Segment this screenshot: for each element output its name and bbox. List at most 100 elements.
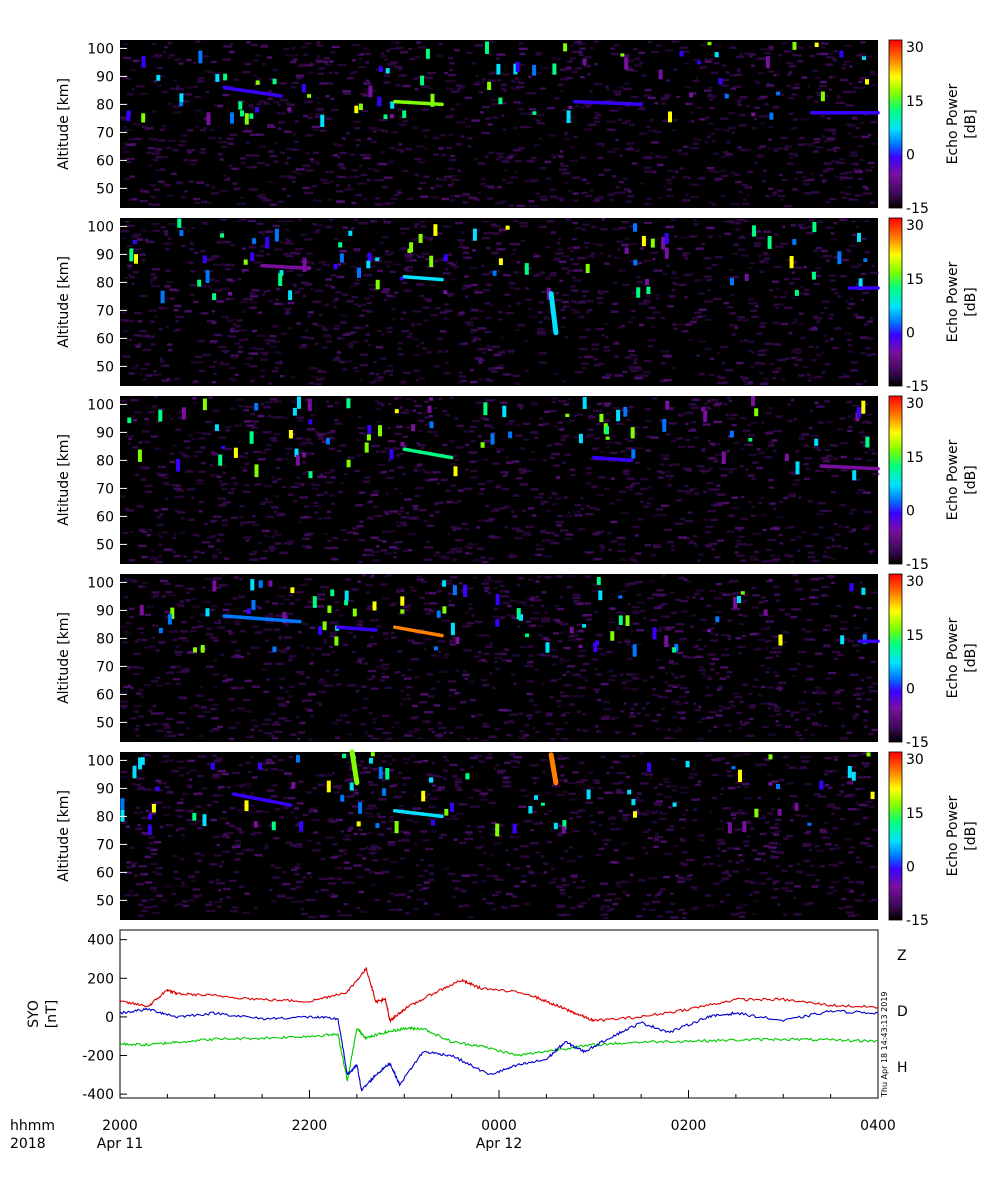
echo-noise <box>419 596 425 600</box>
echo-noise <box>400 380 407 383</box>
echo-noise <box>175 645 180 648</box>
echo-noise <box>598 362 606 365</box>
echo-spot <box>141 113 146 123</box>
echo-noise <box>134 473 140 477</box>
echo-noise <box>481 658 486 662</box>
echo-noise <box>864 187 869 191</box>
echo-noise <box>509 86 515 89</box>
echo-noise <box>837 295 842 298</box>
echo-noise <box>434 260 438 263</box>
echo-noise <box>784 291 788 294</box>
echo-noise <box>260 351 269 354</box>
echo-noise <box>492 686 496 690</box>
echo-noise <box>735 55 744 59</box>
echo-noise <box>422 236 432 240</box>
echo-noise <box>598 476 606 479</box>
echo-noise <box>613 191 617 194</box>
echo-noise <box>690 421 697 424</box>
echo-noise <box>144 238 149 242</box>
echo-noise <box>376 450 380 454</box>
echo-noise <box>769 502 777 505</box>
echo-noise <box>257 414 265 418</box>
echo-noise <box>411 322 416 326</box>
echo-noise <box>740 114 747 117</box>
echo-noise <box>678 283 687 287</box>
echo-noise <box>148 203 153 206</box>
echo-noise <box>196 694 204 697</box>
echo-noise <box>754 80 759 83</box>
echo-noise <box>199 613 208 616</box>
echo-noise <box>846 350 854 353</box>
echo-noise <box>311 660 315 664</box>
echo-noise <box>830 129 837 133</box>
echo-noise <box>285 54 294 57</box>
echo-noise <box>179 451 184 455</box>
echo-noise <box>700 175 704 178</box>
echo-noise <box>671 611 678 614</box>
echo-noise <box>845 176 852 180</box>
echo-noise <box>138 585 143 588</box>
echo-noise <box>811 602 820 606</box>
echo-noise <box>376 539 382 542</box>
echo-noise <box>239 524 244 527</box>
echo-noise <box>529 315 538 319</box>
echo-noise <box>238 397 243 401</box>
echo-noise <box>542 422 550 426</box>
echo-noise <box>727 311 736 315</box>
echo-noise <box>269 437 277 440</box>
echo-noise <box>424 720 431 723</box>
echo-noise <box>256 102 262 106</box>
echo-noise <box>805 544 814 548</box>
echo-noise <box>314 115 324 119</box>
echo-noise <box>731 496 738 499</box>
echo-noise <box>586 299 594 303</box>
echo-noise <box>312 300 321 303</box>
echo-noise <box>587 309 593 312</box>
echo-noise <box>624 679 634 683</box>
echo-noise <box>753 161 758 165</box>
echo-noise <box>176 511 186 514</box>
echo-noise <box>310 288 314 291</box>
echo-noise <box>186 559 193 562</box>
echo-noise <box>647 96 656 100</box>
echo-noise <box>454 417 459 420</box>
echo-noise <box>680 675 685 678</box>
echo-noise <box>559 622 569 626</box>
echo-noise <box>477 191 481 195</box>
echo-noise <box>183 158 189 162</box>
echo-noise <box>789 282 795 285</box>
echo-noise <box>545 246 551 249</box>
echo-noise <box>127 666 132 669</box>
echo-noise <box>153 396 158 399</box>
echo-noise <box>533 255 541 258</box>
echo-noise <box>454 726 464 729</box>
echo-noise <box>819 84 827 88</box>
echo-noise <box>307 116 313 120</box>
echo-noise <box>754 244 761 248</box>
echo-noise <box>490 71 498 74</box>
echo-noise <box>486 246 491 250</box>
echo-noise <box>462 735 466 738</box>
echo-noise <box>723 724 732 727</box>
echo-noise <box>284 162 289 165</box>
echo-noise <box>474 713 483 717</box>
echo-noise <box>488 535 497 538</box>
echo-noise <box>721 174 729 178</box>
echo-noise <box>708 201 714 204</box>
echo-noise <box>570 300 576 303</box>
echo-noise <box>432 471 442 474</box>
echo-noise <box>774 593 781 596</box>
echo-spot <box>861 400 866 414</box>
echo-noise <box>821 46 826 49</box>
echo-noise <box>356 525 364 528</box>
echo-noise <box>337 156 341 159</box>
echo-noise <box>331 621 340 624</box>
echo-noise <box>131 580 139 583</box>
echo-noise <box>415 344 421 348</box>
echo-noise <box>456 499 462 503</box>
echo-noise <box>387 160 395 163</box>
echo-noise <box>443 71 448 75</box>
echo-noise <box>676 149 682 152</box>
echo-noise <box>593 688 600 691</box>
echo-noise <box>167 731 172 734</box>
